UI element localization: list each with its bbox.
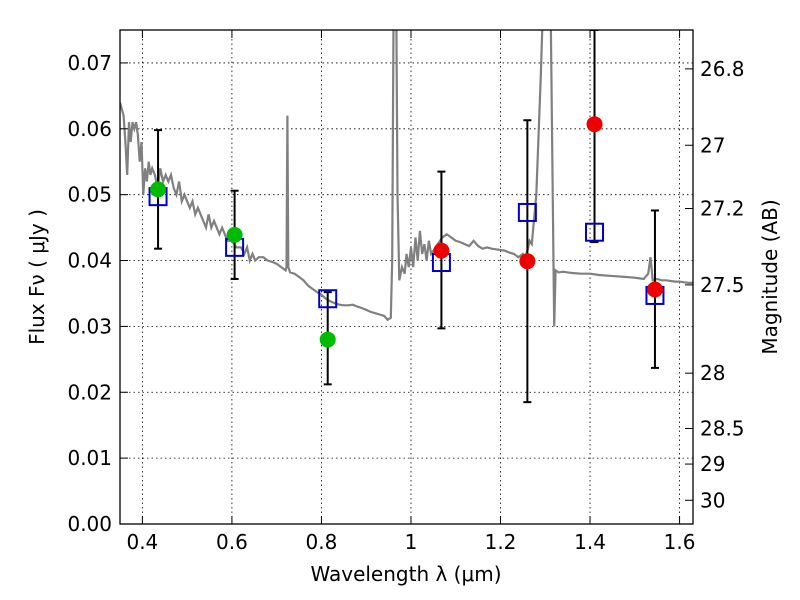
green-circle-marker — [226, 226, 243, 243]
y-tick-label: 0.01 — [67, 446, 112, 470]
x-axis-title: Wavelength λ (μm) — [310, 562, 501, 586]
red-circle-marker — [646, 281, 663, 298]
x-tick-label: 0.4 — [126, 530, 158, 554]
y-tick-label: 0.05 — [67, 183, 112, 207]
markers — [148, 116, 665, 348]
y2-tick-label: 28 — [700, 361, 725, 385]
y-tick-label: 0.03 — [67, 314, 112, 338]
y-tick-label: 0.07 — [67, 51, 112, 75]
axis-ticks: 0.4 0.6 0.8 1 1.2 1.4 1.6 0.00 0.01 0.02 0.03 0.04 0… — [67, 30, 745, 554]
y-tick-label: 0.00 — [67, 512, 112, 536]
red-circle-marker — [519, 253, 536, 270]
spectrum-line — [120, 30, 693, 327]
x-tick-label: 1.4 — [574, 530, 606, 554]
red-circle-marker — [586, 116, 603, 133]
y2-tick-label: 26.8 — [700, 57, 745, 81]
y-tick-label: 0.04 — [67, 249, 112, 273]
grid — [120, 30, 693, 525]
y2-tick-label: 27 — [700, 133, 725, 157]
x-tick-label: 0.6 — [216, 530, 248, 554]
green-circle-marker — [319, 331, 336, 348]
y2-tick-label: 27.2 — [700, 196, 745, 220]
error-bars — [154, 30, 659, 404]
x-tick-label: 1 — [405, 530, 418, 554]
x-tick-label: 1.2 — [485, 530, 517, 554]
model-square-marker — [318, 289, 338, 309]
y2-axis-title: Magnitude (AB) — [758, 199, 782, 354]
y2-tick-label: 30 — [700, 488, 725, 512]
red-circle-marker — [433, 242, 450, 259]
y-axis-title: Flux Fν ( μJy ) — [25, 209, 49, 345]
x-tick-label: 0.8 — [306, 530, 338, 554]
x-tick-label: 1.6 — [664, 530, 696, 554]
plot-frame — [119, 29, 694, 525]
y2-tick-label: 27.5 — [700, 273, 745, 297]
model-square-marker — [585, 222, 605, 242]
plot-area — [120, 30, 693, 404]
green-circle-marker — [150, 181, 167, 198]
model-square-marker — [517, 202, 537, 222]
y-tick-label: 0.02 — [67, 380, 112, 404]
y-tick-label: 0.06 — [67, 117, 112, 141]
y2-tick-label: 28.5 — [700, 416, 745, 440]
y2-tick-label: 29 — [700, 452, 725, 476]
